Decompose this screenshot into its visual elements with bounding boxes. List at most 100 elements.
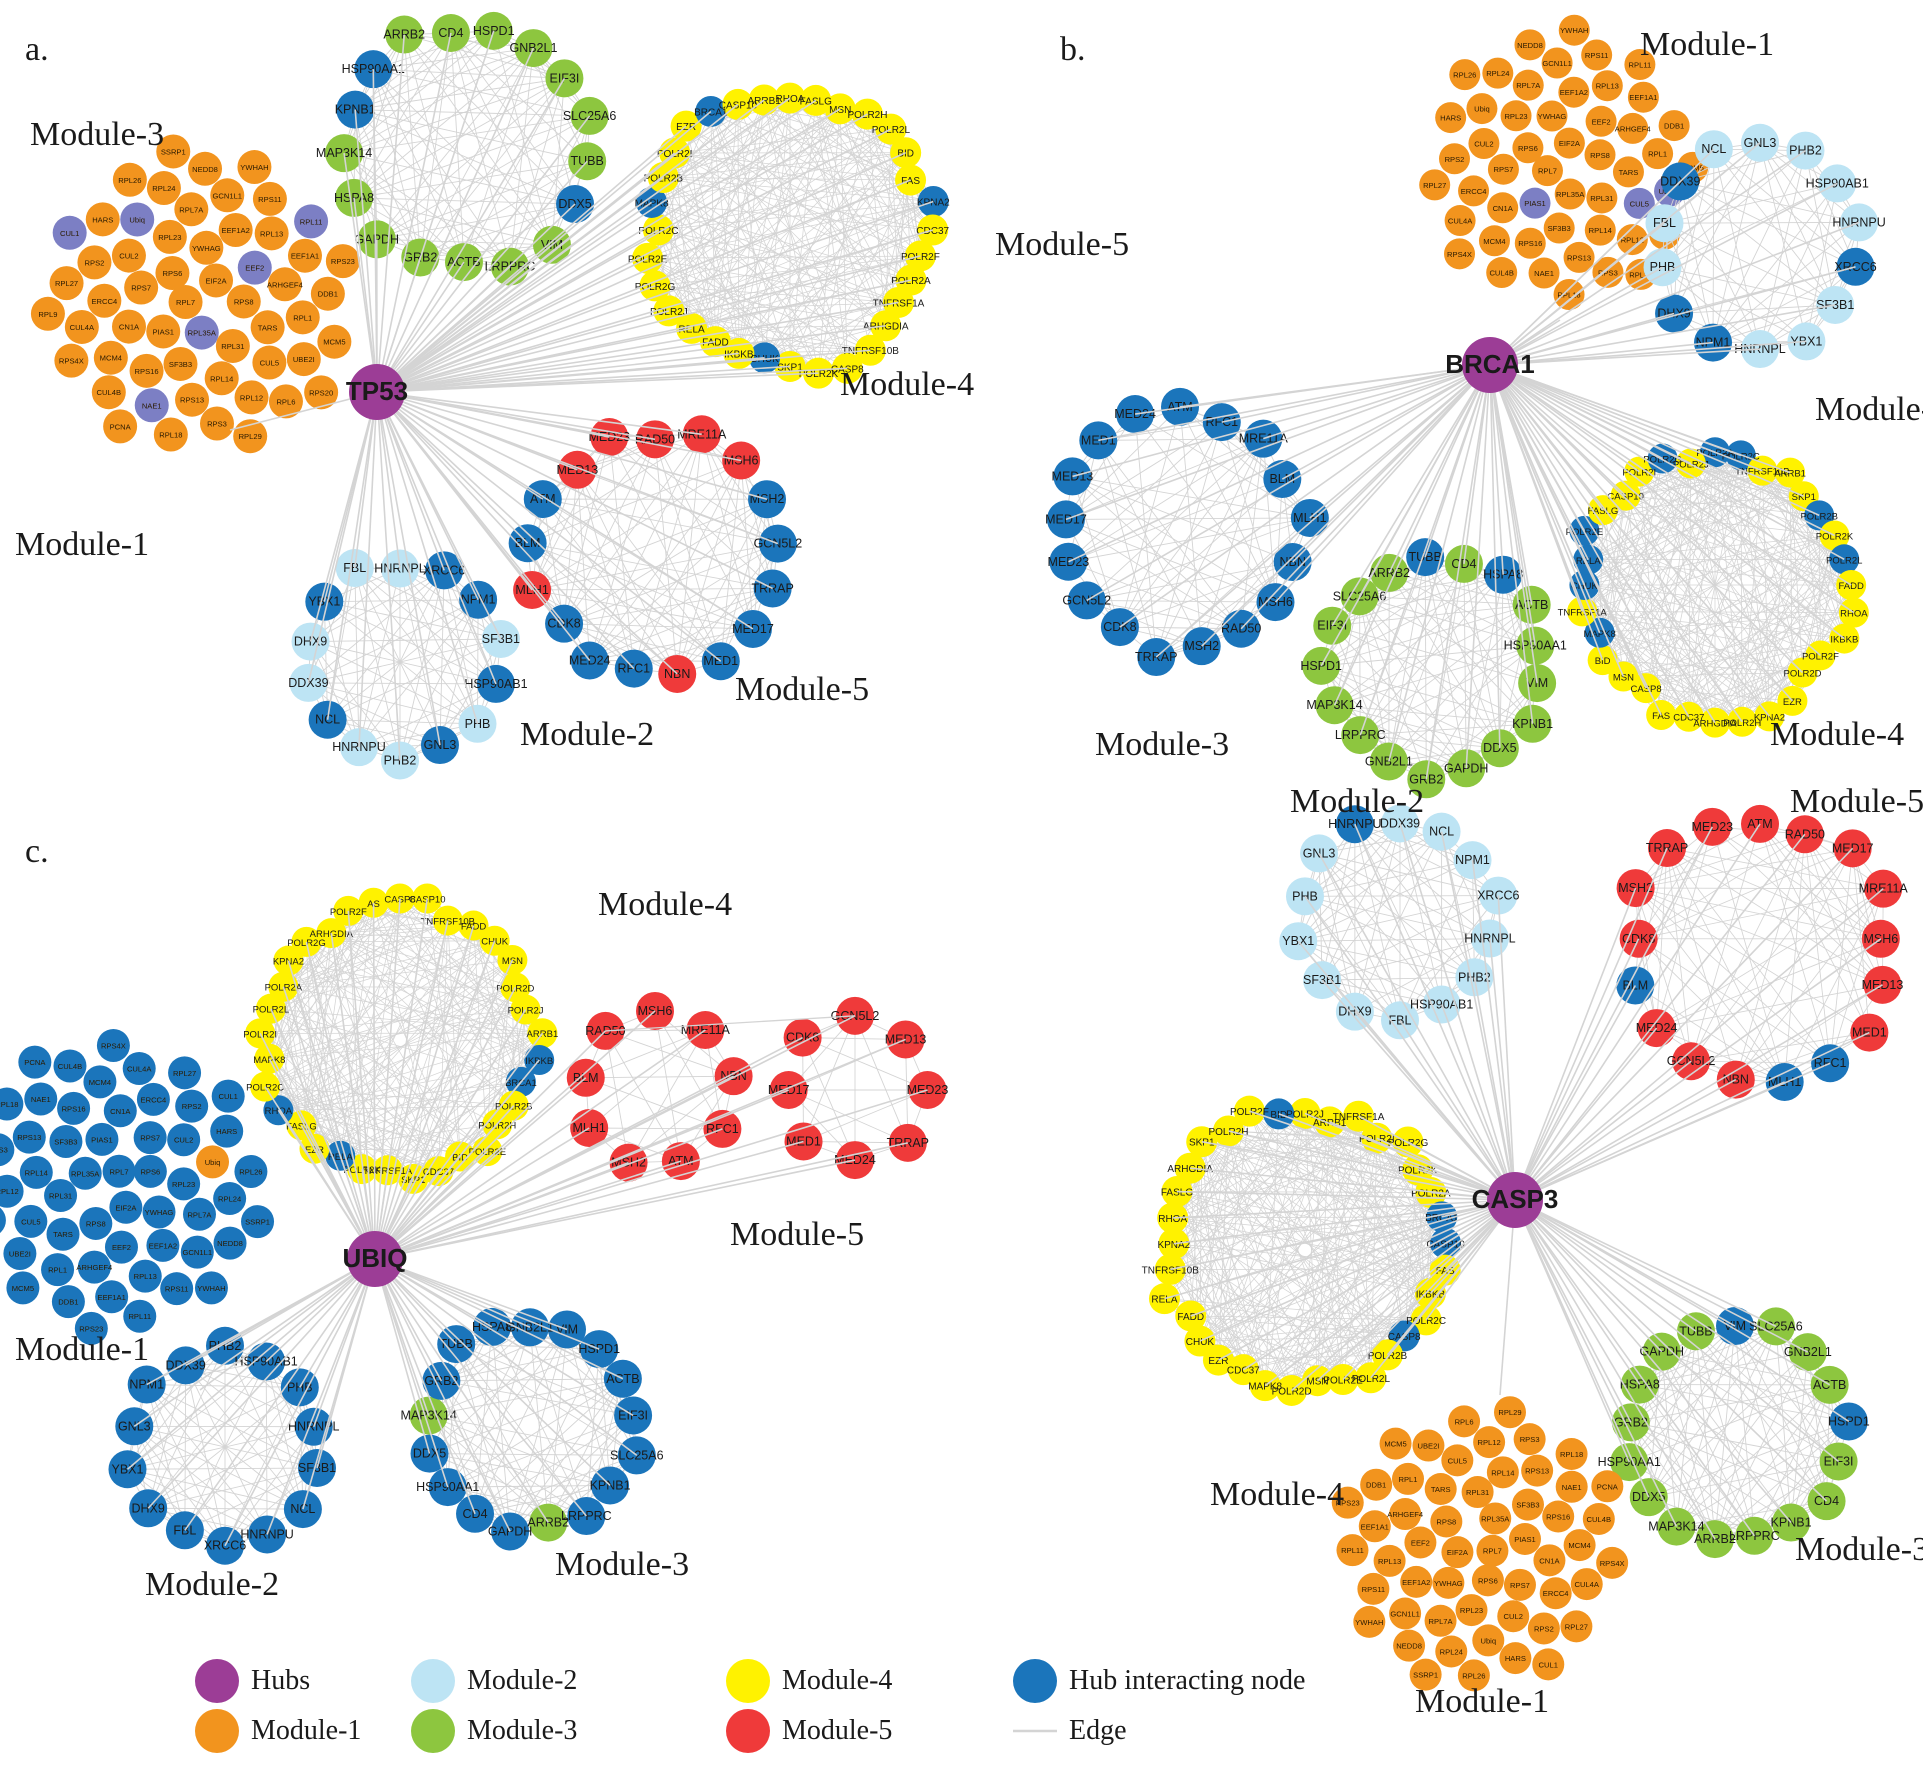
svg-text:EEF1A1: EEF1A1 xyxy=(1361,1522,1389,1531)
svg-text:RPL31: RPL31 xyxy=(221,342,244,351)
svg-text:SSRP1: SSRP1 xyxy=(245,1218,270,1227)
svg-text:NAE1: NAE1 xyxy=(142,401,162,410)
svg-text:RPL13: RPL13 xyxy=(134,1272,157,1281)
svg-text:RPL35A: RPL35A xyxy=(188,329,217,338)
svg-text:RPL24: RPL24 xyxy=(152,184,175,193)
svg-text:CUL4A: CUL4A xyxy=(127,1065,152,1074)
svg-text:FADD: FADD xyxy=(1177,1312,1204,1323)
svg-text:BRCA1: BRCA1 xyxy=(1445,349,1535,379)
svg-text:MED13: MED13 xyxy=(885,1032,927,1046)
svg-text:RPS8: RPS8 xyxy=(86,1219,106,1228)
svg-text:MSN: MSN xyxy=(1613,673,1634,684)
svg-text:RPS2: RPS2 xyxy=(1534,1624,1554,1633)
svg-text:Module-3: Module-3 xyxy=(555,1546,689,1583)
svg-text:YWHAG: YWHAG xyxy=(1434,1579,1463,1588)
svg-text:Module-4: Module-4 xyxy=(1770,716,1904,753)
svg-text:RPL1: RPL1 xyxy=(1648,150,1667,159)
svg-text:RPL7A: RPL7A xyxy=(179,205,204,214)
svg-text:MAP3K14: MAP3K14 xyxy=(1648,1520,1704,1534)
svg-text:SSRP1: SSRP1 xyxy=(1413,1671,1438,1680)
svg-text:RPL14: RPL14 xyxy=(25,1168,48,1177)
svg-text:POLR2L: POLR2L xyxy=(1826,555,1862,566)
svg-text:RPL35A: RPL35A xyxy=(1556,190,1585,199)
svg-text:RPS2: RPS2 xyxy=(85,258,105,267)
svg-text:MED13: MED13 xyxy=(1862,978,1904,992)
svg-text:RPL23: RPL23 xyxy=(172,1180,195,1189)
svg-text:HSPD1: HSPD1 xyxy=(578,1342,620,1356)
svg-text:YWHAH: YWHAH xyxy=(197,1284,225,1293)
svg-text:EEF2: EEF2 xyxy=(1411,1538,1430,1547)
svg-text:NCL: NCL xyxy=(1701,142,1726,156)
svg-text:RPL11: RPL11 xyxy=(1341,1546,1364,1555)
svg-text:RPS7: RPS7 xyxy=(131,284,151,293)
svg-text:MCM5: MCM5 xyxy=(323,338,345,347)
svg-text:YWHAH: YWHAH xyxy=(240,163,268,172)
svg-text:ARHGEF4: ARHGEF4 xyxy=(267,280,303,289)
svg-text:RPL35A: RPL35A xyxy=(1481,1514,1510,1523)
svg-text:DDB1: DDB1 xyxy=(1366,1481,1386,1490)
svg-text:RPL13: RPL13 xyxy=(260,229,283,238)
svg-text:PCNA: PCNA xyxy=(1597,1482,1619,1491)
svg-text:RPL7: RPL7 xyxy=(1538,167,1557,176)
svg-text:MED23: MED23 xyxy=(1691,820,1733,834)
svg-text:RPS6: RPS6 xyxy=(163,269,183,278)
svg-text:EEF1A2: EEF1A2 xyxy=(222,226,250,235)
svg-text:POLR2L: POLR2L xyxy=(872,125,911,136)
svg-text:RPL12: RPL12 xyxy=(240,393,263,402)
svg-text:EEF2: EEF2 xyxy=(245,264,264,273)
svg-text:CUL5: CUL5 xyxy=(260,359,279,368)
svg-text:EEF1A1: EEF1A1 xyxy=(291,252,319,261)
svg-text:EEF1A1: EEF1A1 xyxy=(98,1293,126,1302)
svg-text:RPS16: RPS16 xyxy=(135,367,159,376)
svg-text:RPS11: RPS11 xyxy=(258,195,282,204)
svg-text:EZR: EZR xyxy=(1783,697,1802,708)
svg-text:RPL12: RPL12 xyxy=(1477,1438,1500,1447)
svg-text:RPL13: RPL13 xyxy=(1378,1557,1401,1566)
svg-text:MAPK8: MAPK8 xyxy=(1248,1382,1282,1393)
svg-text:Module-1: Module-1 xyxy=(15,1331,149,1368)
svg-text:TNFRSF10B: TNFRSF10B xyxy=(1142,1265,1200,1276)
svg-text:GCN5L2: GCN5L2 xyxy=(831,1009,880,1023)
svg-text:CUL4B: CUL4B xyxy=(1587,1515,1611,1524)
svg-text:SLC25A6: SLC25A6 xyxy=(563,109,617,123)
svg-text:a.: a. xyxy=(25,31,49,68)
svg-text:RHOA: RHOA xyxy=(1158,1214,1187,1225)
svg-text:EEF1A2: EEF1A2 xyxy=(149,1241,177,1250)
svg-text:RPL23: RPL23 xyxy=(1504,112,1527,121)
svg-text:RPL14: RPL14 xyxy=(1491,1468,1514,1477)
svg-text:Ubiq: Ubiq xyxy=(129,215,145,224)
svg-text:FADD: FADD xyxy=(1839,581,1864,592)
svg-text:RPS13: RPS13 xyxy=(180,396,204,405)
svg-text:UBE2I: UBE2I xyxy=(1417,1442,1439,1451)
svg-text:HARS: HARS xyxy=(1440,114,1461,123)
svg-text:HSPD1: HSPD1 xyxy=(1828,1414,1870,1428)
svg-text:RPL18: RPL18 xyxy=(1560,1450,1583,1459)
svg-text:RPL12: RPL12 xyxy=(0,1187,19,1196)
svg-text:CUL1: CUL1 xyxy=(60,229,79,238)
svg-text:CUL4A: CUL4A xyxy=(1574,1580,1599,1589)
svg-text:RPL26: RPL26 xyxy=(239,1168,262,1177)
svg-text:RPS4X: RPS4X xyxy=(1600,1559,1625,1568)
svg-text:CUL1: CUL1 xyxy=(1539,1660,1558,1669)
svg-text:RPS7: RPS7 xyxy=(140,1134,160,1143)
svg-text:ERCC4: ERCC4 xyxy=(1543,1589,1569,1598)
svg-text:GCN5L2: GCN5L2 xyxy=(754,537,803,551)
svg-text:RPL6: RPL6 xyxy=(276,397,295,406)
svg-text:PIAS1: PIAS1 xyxy=(1514,1535,1536,1544)
svg-text:CUL2: CUL2 xyxy=(1504,1612,1523,1621)
svg-text:Module-1: Module-1 xyxy=(1640,26,1774,63)
svg-text:GCN1L1: GCN1L1 xyxy=(212,191,242,200)
svg-text:GCN1L1: GCN1L1 xyxy=(183,1248,213,1257)
svg-text:PIAS1: PIAS1 xyxy=(91,1135,113,1144)
svg-text:RPS6: RPS6 xyxy=(1478,1576,1498,1585)
svg-text:POLR2K: POLR2K xyxy=(1816,531,1854,542)
svg-text:SF3B1: SF3B1 xyxy=(1816,298,1854,312)
svg-text:KPNB1: KPNB1 xyxy=(1771,1516,1812,1530)
svg-text:RPL7: RPL7 xyxy=(1483,1547,1502,1556)
svg-text:CD4: CD4 xyxy=(438,26,463,40)
svg-text:RPL24: RPL24 xyxy=(1440,1648,1463,1657)
svg-text:POLR2I: POLR2I xyxy=(1622,468,1656,479)
svg-text:EEF2: EEF2 xyxy=(1592,117,1611,126)
svg-text:CD4: CD4 xyxy=(1814,1494,1839,1508)
svg-text:UBIQ: UBIQ xyxy=(343,1243,408,1273)
